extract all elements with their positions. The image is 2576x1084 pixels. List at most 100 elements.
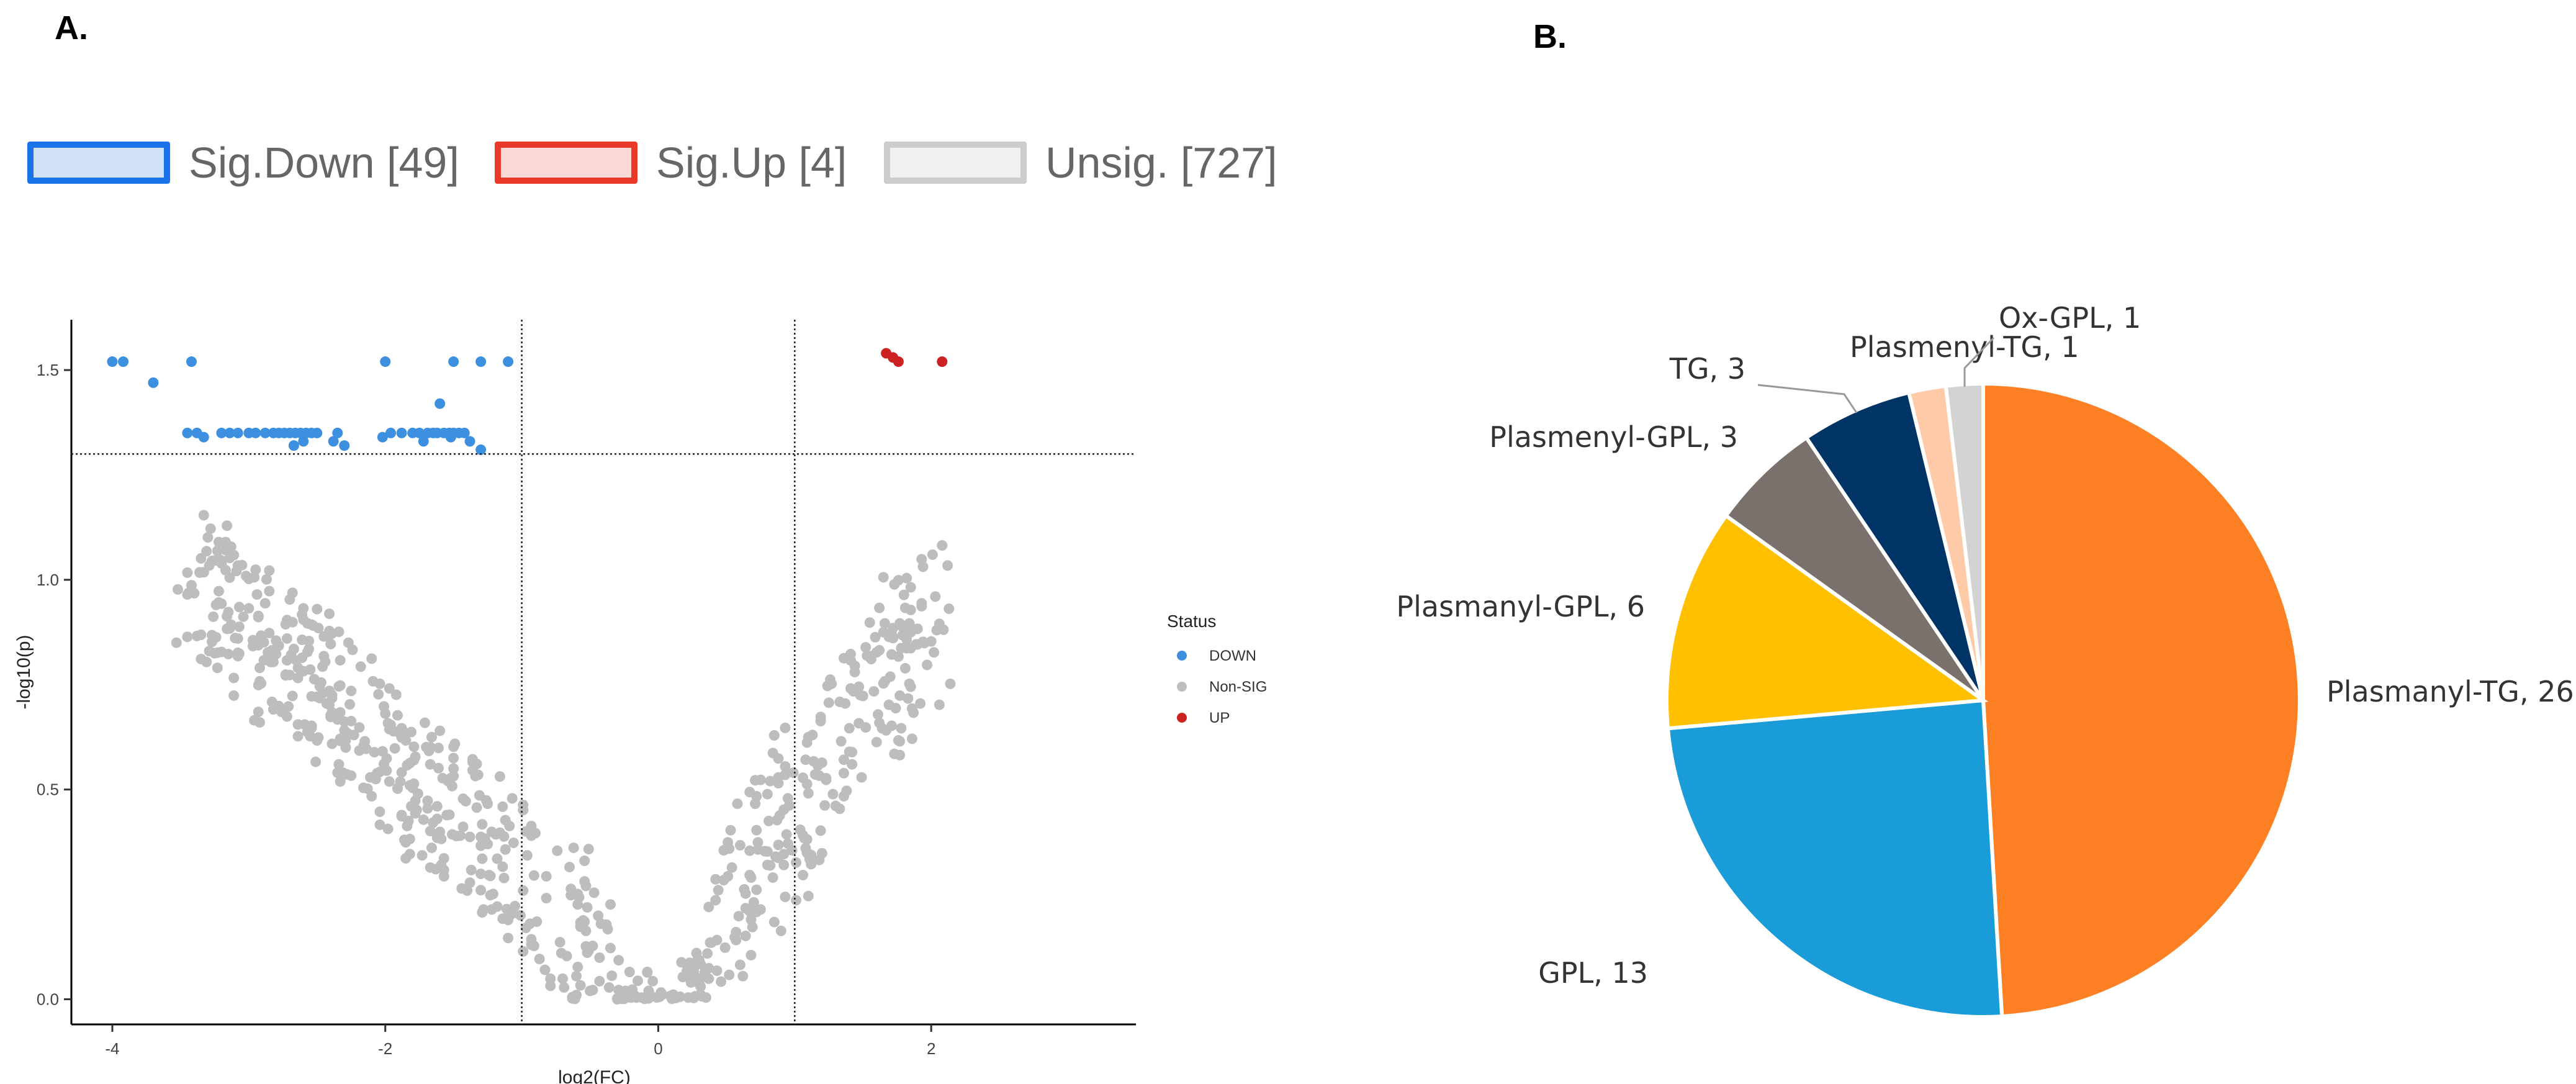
legend-swatch-sig-up: [495, 142, 637, 184]
point-down: [418, 436, 429, 447]
point-non-sig: [449, 738, 461, 749]
point-non-sig: [366, 653, 377, 664]
point-non-sig: [438, 871, 449, 882]
pie-label: Ox-GPL, 1: [1999, 301, 2141, 335]
point-non-sig: [518, 885, 529, 896]
point-non-sig: [778, 804, 790, 815]
point-non-sig: [815, 825, 826, 836]
point-non-sig: [878, 678, 889, 689]
point-non-sig: [937, 540, 948, 551]
point-non-sig: [333, 759, 345, 770]
point-non-sig: [713, 885, 724, 896]
point-non-sig: [847, 759, 858, 770]
point-non-sig: [751, 824, 762, 836]
point-non-sig: [711, 965, 723, 977]
point-non-sig: [283, 701, 294, 712]
point-non-sig: [261, 574, 272, 585]
point-non-sig: [317, 661, 328, 672]
point-non-sig: [886, 628, 897, 639]
point-non-sig: [373, 689, 384, 700]
point-non-sig: [464, 877, 475, 888]
point-non-sig: [335, 776, 346, 787]
point-non-sig: [222, 611, 233, 622]
y-axis-label: -log10(p): [14, 635, 34, 709]
point-non-sig: [189, 587, 200, 598]
point-non-sig: [874, 602, 885, 613]
point-non-sig: [306, 691, 317, 702]
point-non-sig: [603, 982, 615, 993]
point-non-sig: [446, 829, 457, 840]
point-non-sig: [898, 589, 909, 600]
point-down: [475, 356, 487, 368]
point-non-sig: [394, 727, 405, 738]
point-non-sig: [408, 741, 420, 752]
point-non-sig: [752, 837, 763, 848]
point-non-sig: [273, 640, 284, 651]
point-non-sig: [530, 828, 541, 839]
point-non-sig: [515, 910, 526, 921]
point-down: [259, 427, 271, 438]
point-down: [414, 427, 425, 438]
point-non-sig: [554, 937, 565, 948]
point-non-sig: [927, 549, 938, 560]
point-down: [377, 431, 388, 443]
point-non-sig: [457, 821, 469, 833]
point-non-sig: [819, 800, 831, 811]
point-non-sig: [559, 982, 570, 993]
point-non-sig: [583, 844, 594, 855]
point-non-sig: [702, 948, 713, 959]
point-non-sig: [400, 735, 412, 746]
point-non-sig: [479, 833, 490, 844]
point-non-sig: [210, 631, 222, 643]
point-non-sig: [202, 532, 214, 543]
point-non-sig: [213, 536, 224, 548]
point-non-sig: [526, 934, 537, 945]
point-down: [198, 431, 209, 443]
point-non-sig: [780, 761, 791, 772]
pie-slice: [1665, 698, 2004, 1019]
point-non-sig: [507, 793, 518, 804]
point-non-sig: [587, 985, 598, 996]
point-non-sig: [487, 888, 498, 900]
point-non-sig: [868, 686, 880, 697]
point-non-sig: [565, 883, 577, 895]
point-non-sig: [885, 671, 896, 682]
point-non-sig: [198, 510, 209, 521]
point-non-sig: [477, 819, 488, 830]
point-non-sig: [448, 752, 459, 764]
legend-unsig: Unsig. [727]: [884, 138, 1277, 187]
point-non-sig: [256, 630, 267, 641]
point-non-sig: [531, 916, 543, 927]
point-non-sig: [448, 763, 459, 774]
point-non-sig: [410, 751, 421, 762]
legend-key: [1177, 713, 1187, 723]
point-non-sig: [230, 633, 241, 644]
point-non-sig: [220, 564, 231, 576]
point-down: [224, 427, 235, 438]
point-down: [182, 427, 193, 438]
point-non-sig: [568, 842, 579, 854]
point-non-sig: [788, 767, 799, 779]
point-non-sig: [264, 565, 275, 576]
point-down: [328, 436, 339, 447]
point-non-sig: [212, 662, 223, 674]
point-non-sig: [695, 989, 706, 1000]
point-non-sig: [321, 698, 332, 709]
x-tick-label: -2: [378, 1039, 392, 1058]
point-non-sig: [382, 823, 394, 834]
point-non-sig: [772, 815, 783, 826]
point-non-sig: [824, 674, 835, 685]
volcano-plot: -4 -2 0 2 0.0 0.5 1.0 1.5 log2(FC) -log10(p) Statu…: [14, 320, 1267, 1084]
point-non-sig: [588, 887, 600, 898]
point-non-sig: [492, 853, 503, 864]
point-non-sig: [646, 991, 657, 1002]
point-non-sig: [212, 545, 223, 556]
point-non-sig: [333, 680, 345, 692]
point-down: [288, 440, 299, 451]
point-non-sig: [422, 803, 433, 814]
point-non-sig: [765, 775, 776, 787]
point-non-sig: [400, 837, 412, 848]
point-non-sig: [675, 991, 686, 1002]
point-non-sig: [374, 678, 385, 689]
point-non-sig: [411, 805, 422, 816]
